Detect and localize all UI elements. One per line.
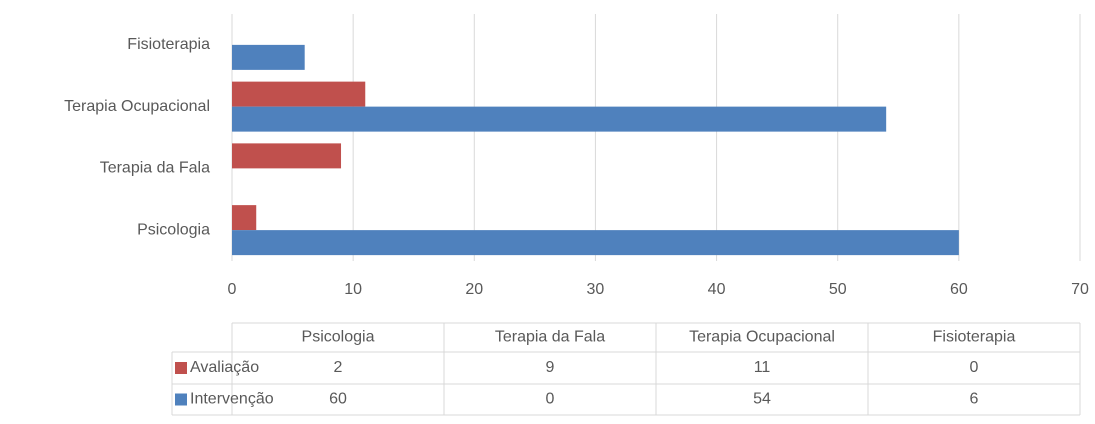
x-tick-label: 30 [587, 281, 605, 298]
x-tick-label: 40 [708, 281, 726, 298]
bar [232, 205, 257, 231]
legend-label: Intervenção [190, 391, 274, 408]
legend-key [175, 393, 187, 406]
table-value: 6 [970, 391, 979, 408]
table-value: 0 [970, 359, 979, 376]
y-tick-label: Terapia Ocupacional [64, 98, 210, 115]
bar [232, 44, 305, 70]
table-header: Terapia Ocupacional [689, 329, 835, 346]
legend-label: Avaliação [190, 359, 259, 376]
table-value: 2 [334, 359, 343, 376]
table-header: Psicologia [302, 329, 375, 346]
table-value: 54 [753, 391, 771, 408]
x-tick-label: 60 [950, 281, 968, 298]
bar [232, 106, 887, 132]
bar [232, 143, 342, 169]
x-tick-label: 0 [228, 281, 237, 298]
x-tick-label: 10 [344, 281, 362, 298]
x-tick-label: 70 [1071, 281, 1089, 298]
bar [232, 81, 366, 107]
y-tick-label: Psicologia [137, 221, 210, 238]
table-value: 11 [754, 359, 771, 376]
table-value: 9 [546, 359, 555, 376]
y-tick-label: Fisioterapia [127, 36, 210, 53]
table-header: Fisioterapia [933, 329, 1016, 346]
x-tick-label: 20 [465, 281, 483, 298]
table-value: 60 [329, 391, 347, 408]
x-tick-label: 50 [829, 281, 847, 298]
bar [232, 230, 959, 256]
legend-key [175, 362, 187, 374]
table-header: Terapia da Fala [495, 329, 605, 346]
table-value: 0 [546, 391, 555, 408]
y-tick-label: Terapia da Fala [100, 160, 210, 177]
